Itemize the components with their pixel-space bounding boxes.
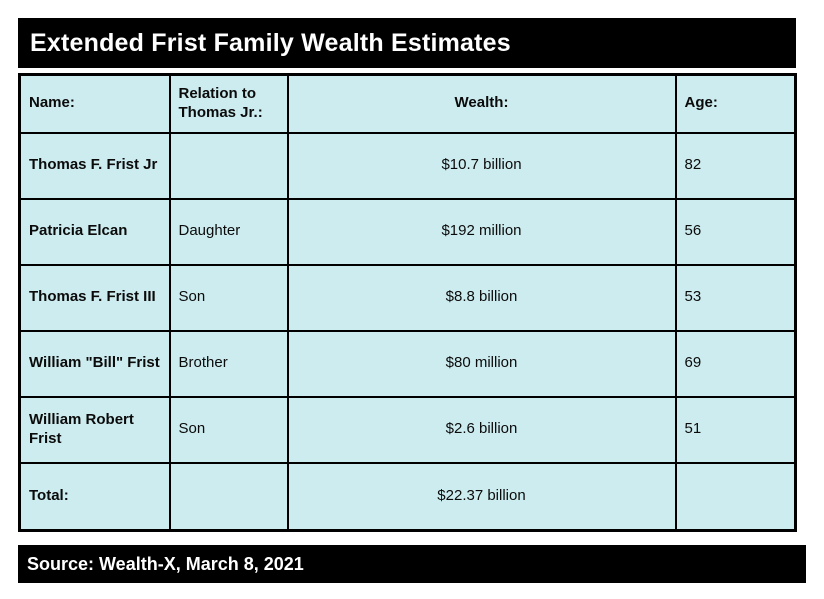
table-row-thomas-frist-jr: Thomas F. Frist Jr $10.7 billion 82 — [18, 131, 797, 200]
cell-relation — [168, 131, 289, 200]
column-header-age: Age: — [674, 73, 797, 134]
cell-wealth: $8.8 billion — [286, 263, 677, 332]
cell-total-relation — [168, 461, 289, 532]
cell-relation: Daughter — [168, 197, 289, 266]
cell-wealth: $2.6 billion — [286, 395, 677, 464]
cell-age: 56 — [674, 197, 797, 266]
cell-relation: Son — [168, 395, 289, 464]
cell-age: 82 — [674, 131, 797, 200]
cell-age: 53 — [674, 263, 797, 332]
table-row-patricia-elcan: Patricia Elcan Daughter $192 million 56 — [18, 197, 797, 266]
cell-relation: Brother — [168, 329, 289, 398]
cell-name: William Robert Frist — [18, 395, 171, 464]
cell-name: Thomas F. Frist III — [18, 263, 171, 332]
column-header-name: Name: — [18, 73, 171, 134]
table-row-thomas-frist-iii: Thomas F. Frist III Son $8.8 billion 53 — [18, 263, 797, 332]
table-total-row: Total: $22.37 billion — [18, 461, 797, 532]
cell-wealth: $80 million — [286, 329, 677, 398]
cell-relation: Son — [168, 263, 289, 332]
page-title: Extended Frist Family Wealth Estimates — [30, 28, 511, 57]
source-text: Source: Wealth-X, March 8, 2021 — [27, 553, 304, 574]
cell-total-wealth: $22.37 billion — [286, 461, 677, 532]
table-header-row: Name: Relation to Thomas Jr.: Wealth: Ag… — [18, 73, 797, 134]
cell-wealth: $10.7 billion — [286, 131, 677, 200]
cell-age: 51 — [674, 395, 797, 464]
table-row-william-robert-frist: William Robert Frist Son $2.6 billion 51 — [18, 395, 797, 464]
column-header-wealth: Wealth: — [286, 73, 677, 134]
title-bar: Extended Frist Family Wealth Estimates — [18, 18, 796, 68]
cell-wealth: $192 million — [286, 197, 677, 266]
infographic: Extended Frist Family Wealth Estimates N… — [18, 18, 806, 583]
table-row-william-bill-frist: William "Bill" Frist Brother $80 million… — [18, 329, 797, 398]
source-bar: Source: Wealth-X, March 8, 2021 — [18, 545, 806, 583]
cell-age: 69 — [674, 329, 797, 398]
cell-name: Patricia Elcan — [18, 197, 171, 266]
column-header-relation: Relation to Thomas Jr.: — [168, 73, 289, 134]
cell-name: William "Bill" Frist — [18, 329, 171, 398]
wealth-table: Name: Relation to Thomas Jr.: Wealth: Ag… — [18, 73, 797, 532]
cell-total-label: Total: — [18, 461, 171, 532]
cell-total-age — [674, 461, 797, 532]
cell-name: Thomas F. Frist Jr — [18, 131, 171, 200]
